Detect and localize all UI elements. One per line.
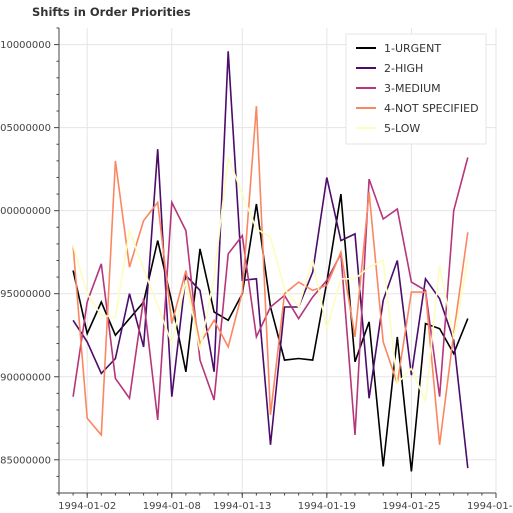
chart-title: Shifts in Order Priorities [32, 5, 191, 19]
y-tick-label: 90000000 [0, 372, 51, 383]
series-line-3 [72, 157, 469, 435]
y-tick-label: 85000000 [0, 455, 51, 466]
x-tick-label: 1994-01-31 [467, 501, 513, 512]
axes: 85000000 90000000 95000000 100000000 1050000… [0, 27, 513, 512]
x-tick-label: 1994-01-25 [382, 501, 440, 512]
legend-label: 4-NOT SPECIFIED [384, 102, 479, 115]
legend-label: 1-URGENT [384, 42, 441, 55]
y-tick-label: 100000000 [0, 206, 51, 217]
y-tick-label: 105000000 [0, 123, 51, 134]
x-tick-label: 1994-01-13 [213, 501, 271, 512]
legend-label: 2-HIGH [384, 62, 423, 75]
series-lines [72, 51, 469, 472]
series-line-5 [72, 157, 469, 403]
legend: 1-URGENT 2-HIGH 3-MEDIUM 4-NOT SPECIFIED 5-L… [345, 33, 487, 145]
series-line-4 [72, 106, 469, 445]
y-tick-label: 95000000 [0, 289, 51, 300]
legend-label: 3-MEDIUM [384, 82, 441, 95]
y-tick-label: 110000000 [0, 40, 51, 51]
x-tick-label: 1994-01-19 [298, 501, 356, 512]
legend-label: 5-LOW [384, 122, 420, 135]
x-tick-label: 1994-01-08 [143, 501, 201, 512]
x-tick-label: 1994-01-02 [58, 501, 116, 512]
